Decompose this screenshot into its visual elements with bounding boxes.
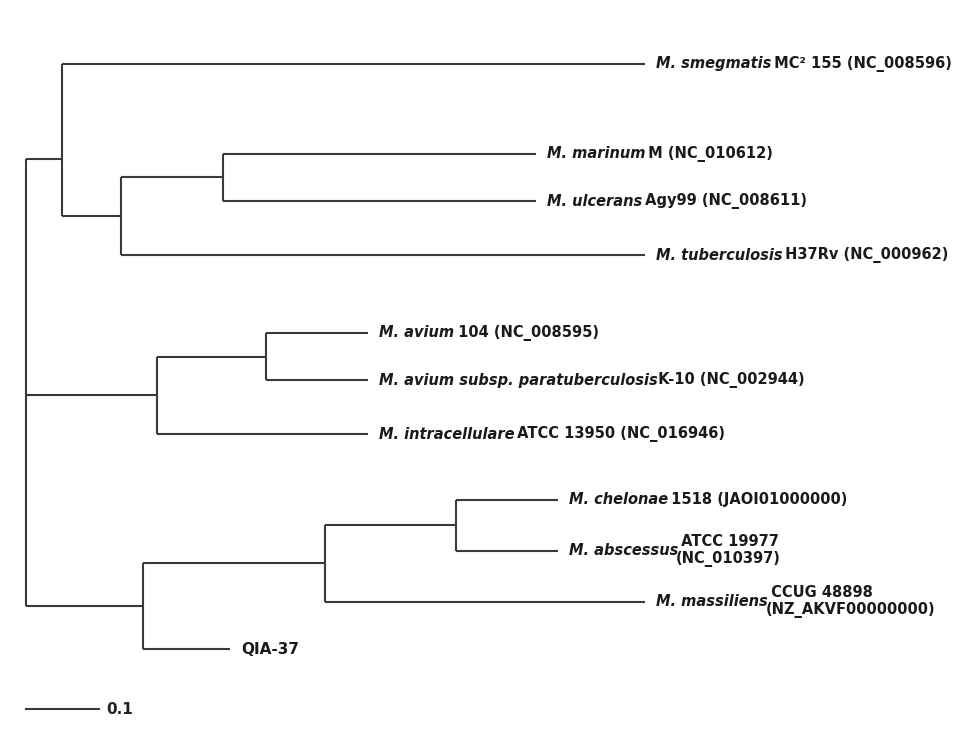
Text: Agy99 (NC_008611): Agy99 (NC_008611) xyxy=(640,193,808,209)
Text: M. avium: M. avium xyxy=(379,325,455,341)
Text: QIA-37: QIA-37 xyxy=(241,642,299,657)
Text: M (NC_010612): M (NC_010612) xyxy=(643,146,773,162)
Text: M. abscessus: M. abscessus xyxy=(568,544,678,558)
Text: MC² 155 (NC_008596): MC² 155 (NC_008596) xyxy=(769,56,952,72)
Text: ATCC 19977
(NC_010397): ATCC 19977 (NC_010397) xyxy=(676,534,781,568)
Text: K-10 (NC_002944): K-10 (NC_002944) xyxy=(653,372,805,389)
Text: M. smegmatis: M. smegmatis xyxy=(656,57,771,72)
Text: 1518 (JAOI01000000): 1518 (JAOI01000000) xyxy=(666,492,847,507)
Text: M. intracellulare: M. intracellulare xyxy=(379,427,515,442)
Text: M. ulcerans: M. ulcerans xyxy=(546,194,642,209)
Text: CCUG 48898
(NZ_AKVF00000000): CCUG 48898 (NZ_AKVF00000000) xyxy=(766,585,935,618)
Text: M. marinum: M. marinum xyxy=(546,146,645,161)
Text: 0.1: 0.1 xyxy=(106,701,133,716)
Text: M. avium subsp. paratuberculosis: M. avium subsp. paratuberculosis xyxy=(379,373,658,388)
Text: ATCC 13950 (NC_016946): ATCC 13950 (NC_016946) xyxy=(512,427,725,442)
Text: M. massiliens: M. massiliens xyxy=(656,594,768,609)
Text: M. tuberculosis: M. tuberculosis xyxy=(656,248,783,263)
Text: H37Rv (NC_000962): H37Rv (NC_000962) xyxy=(780,247,948,263)
Text: M. chelonae: M. chelonae xyxy=(568,492,668,507)
Text: 104 (NC_008595): 104 (NC_008595) xyxy=(453,325,599,341)
